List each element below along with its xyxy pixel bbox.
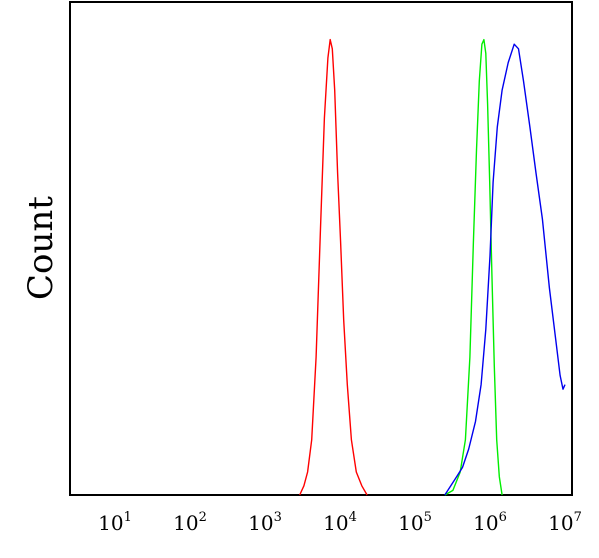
series-layer xyxy=(299,38,566,496)
tick-base: 10 xyxy=(98,511,124,535)
tick-exponent: 3 xyxy=(273,510,282,525)
histogram-series-1 xyxy=(299,38,368,496)
tick-base: 10 xyxy=(473,511,499,535)
x-tick-label: 107 xyxy=(548,510,582,535)
x-tick-label: 105 xyxy=(398,510,432,535)
tick-exponent: 5 xyxy=(423,510,432,525)
tick-base: 10 xyxy=(398,511,424,535)
y-axis-label: Count xyxy=(21,196,61,300)
tick-exponent: 6 xyxy=(498,510,507,525)
tick-exponent: 1 xyxy=(123,510,132,525)
x-tick-label: 103 xyxy=(248,510,282,535)
x-tick-label: 101 xyxy=(98,510,132,535)
x-tick-label: 106 xyxy=(473,510,507,535)
tick-base: 10 xyxy=(548,511,574,535)
tick-exponent: 4 xyxy=(348,510,357,525)
plot-frame xyxy=(69,1,573,496)
tick-base: 10 xyxy=(323,511,349,535)
histogram-series-3 xyxy=(444,43,566,496)
tick-exponent: 2 xyxy=(198,510,207,525)
histogram-series-2 xyxy=(444,38,503,496)
tick-base: 10 xyxy=(173,511,199,535)
tick-exponent: 7 xyxy=(573,510,582,525)
x-tick-label: 104 xyxy=(323,510,357,535)
x-tick-label: 102 xyxy=(173,510,207,535)
tick-base: 10 xyxy=(248,511,274,535)
